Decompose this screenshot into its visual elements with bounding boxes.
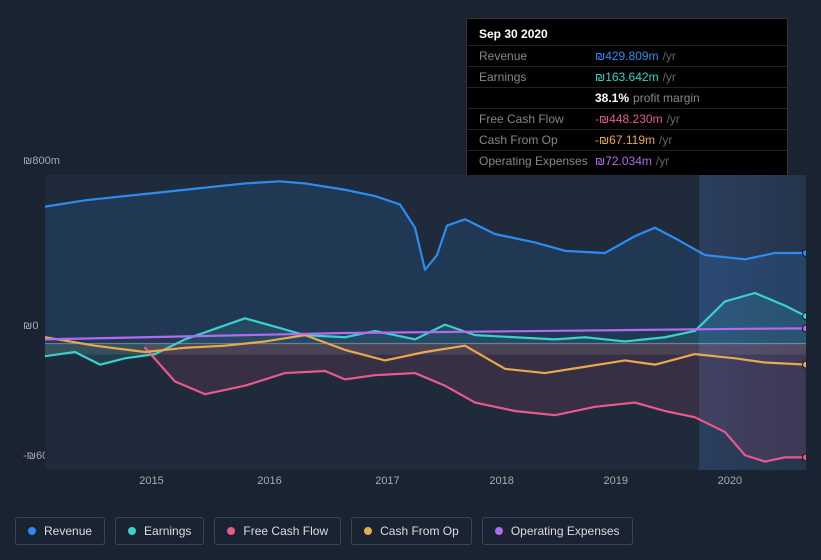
y-axis-zero-label: ₪0 xyxy=(23,320,38,332)
legend-item-earnings[interactable]: Earnings xyxy=(115,517,204,545)
tooltip-row: Free Cash Flow-₪448.230m/yr xyxy=(467,109,787,130)
chart-legend: Revenue Earnings Free Cash Flow Cash From O… xyxy=(15,517,633,545)
x-axis-label: 2019 xyxy=(604,475,628,487)
tooltip-row: 38.1% profit margin xyxy=(467,88,787,109)
tooltip-row-value: -₪67.119m xyxy=(595,133,655,147)
legend-item-label: Earnings xyxy=(144,524,191,538)
y-axis-max-label: ₪800m xyxy=(23,155,60,167)
tooltip-row-label: Free Cash Flow xyxy=(479,112,595,126)
tooltip-row-suffix: /yr xyxy=(663,49,676,63)
tooltip-row-label: Revenue xyxy=(479,49,595,63)
legend-dot-icon xyxy=(495,527,503,535)
tooltip-row-label xyxy=(479,91,595,105)
legend-item-free-cash-flow[interactable]: Free Cash Flow xyxy=(214,517,341,545)
tooltip-row-suffix: /yr xyxy=(667,112,680,126)
tooltip-margin-label: profit margin xyxy=(633,91,700,105)
x-axis-label: 2020 xyxy=(718,475,742,487)
tooltip-row-value: ₪163.642m xyxy=(595,70,659,84)
legend-item-label: Free Cash Flow xyxy=(243,524,328,538)
plot-region xyxy=(45,175,806,470)
tooltip-row: Revenue₪429.809m/yr xyxy=(467,46,787,67)
legend-item-revenue[interactable]: Revenue xyxy=(15,517,105,545)
tooltip-row-label: Earnings xyxy=(479,70,595,84)
legend-dot-icon xyxy=(28,527,36,535)
tooltip-margin-value: 38.1% xyxy=(595,91,629,105)
x-axis-label: 2018 xyxy=(489,475,513,487)
tooltip-row-value: ₪429.809m xyxy=(595,49,659,63)
tooltip-row-label: Cash From Op xyxy=(479,133,595,147)
tooltip-row: Earnings₪163.642m/yr xyxy=(467,67,787,88)
legend-dot-icon xyxy=(227,527,235,535)
tooltip-row-suffix: /yr xyxy=(663,70,676,84)
legend-item-label: Operating Expenses xyxy=(511,524,620,538)
tooltip-row: Cash From Op-₪67.119m/yr xyxy=(467,130,787,151)
legend-item-operating-expenses[interactable]: Operating Expenses xyxy=(482,517,633,545)
tooltip-date: Sep 30 2020 xyxy=(467,23,787,46)
legend-item-label: Cash From Op xyxy=(380,524,459,538)
x-axis-label: 2015 xyxy=(139,475,163,487)
legend-dot-icon xyxy=(128,527,136,535)
chart-svg xyxy=(45,175,806,470)
legend-item-cash-from-op[interactable]: Cash From Op xyxy=(351,517,472,545)
x-axis-label: 2016 xyxy=(257,475,281,487)
legend-item-label: Revenue xyxy=(44,524,92,538)
tooltip-row-value: -₪448.230m xyxy=(595,112,663,126)
chart-area: ₪800m ₪0 -₪600m 201520162017201820192020 xyxy=(15,155,806,475)
legend-dot-icon xyxy=(364,527,372,535)
tooltip-row-suffix: /yr xyxy=(659,133,672,147)
data-tooltip: Sep 30 2020 Revenue₪429.809m/yrEarnings₪… xyxy=(466,18,788,176)
x-axis-label: 2017 xyxy=(375,475,399,487)
